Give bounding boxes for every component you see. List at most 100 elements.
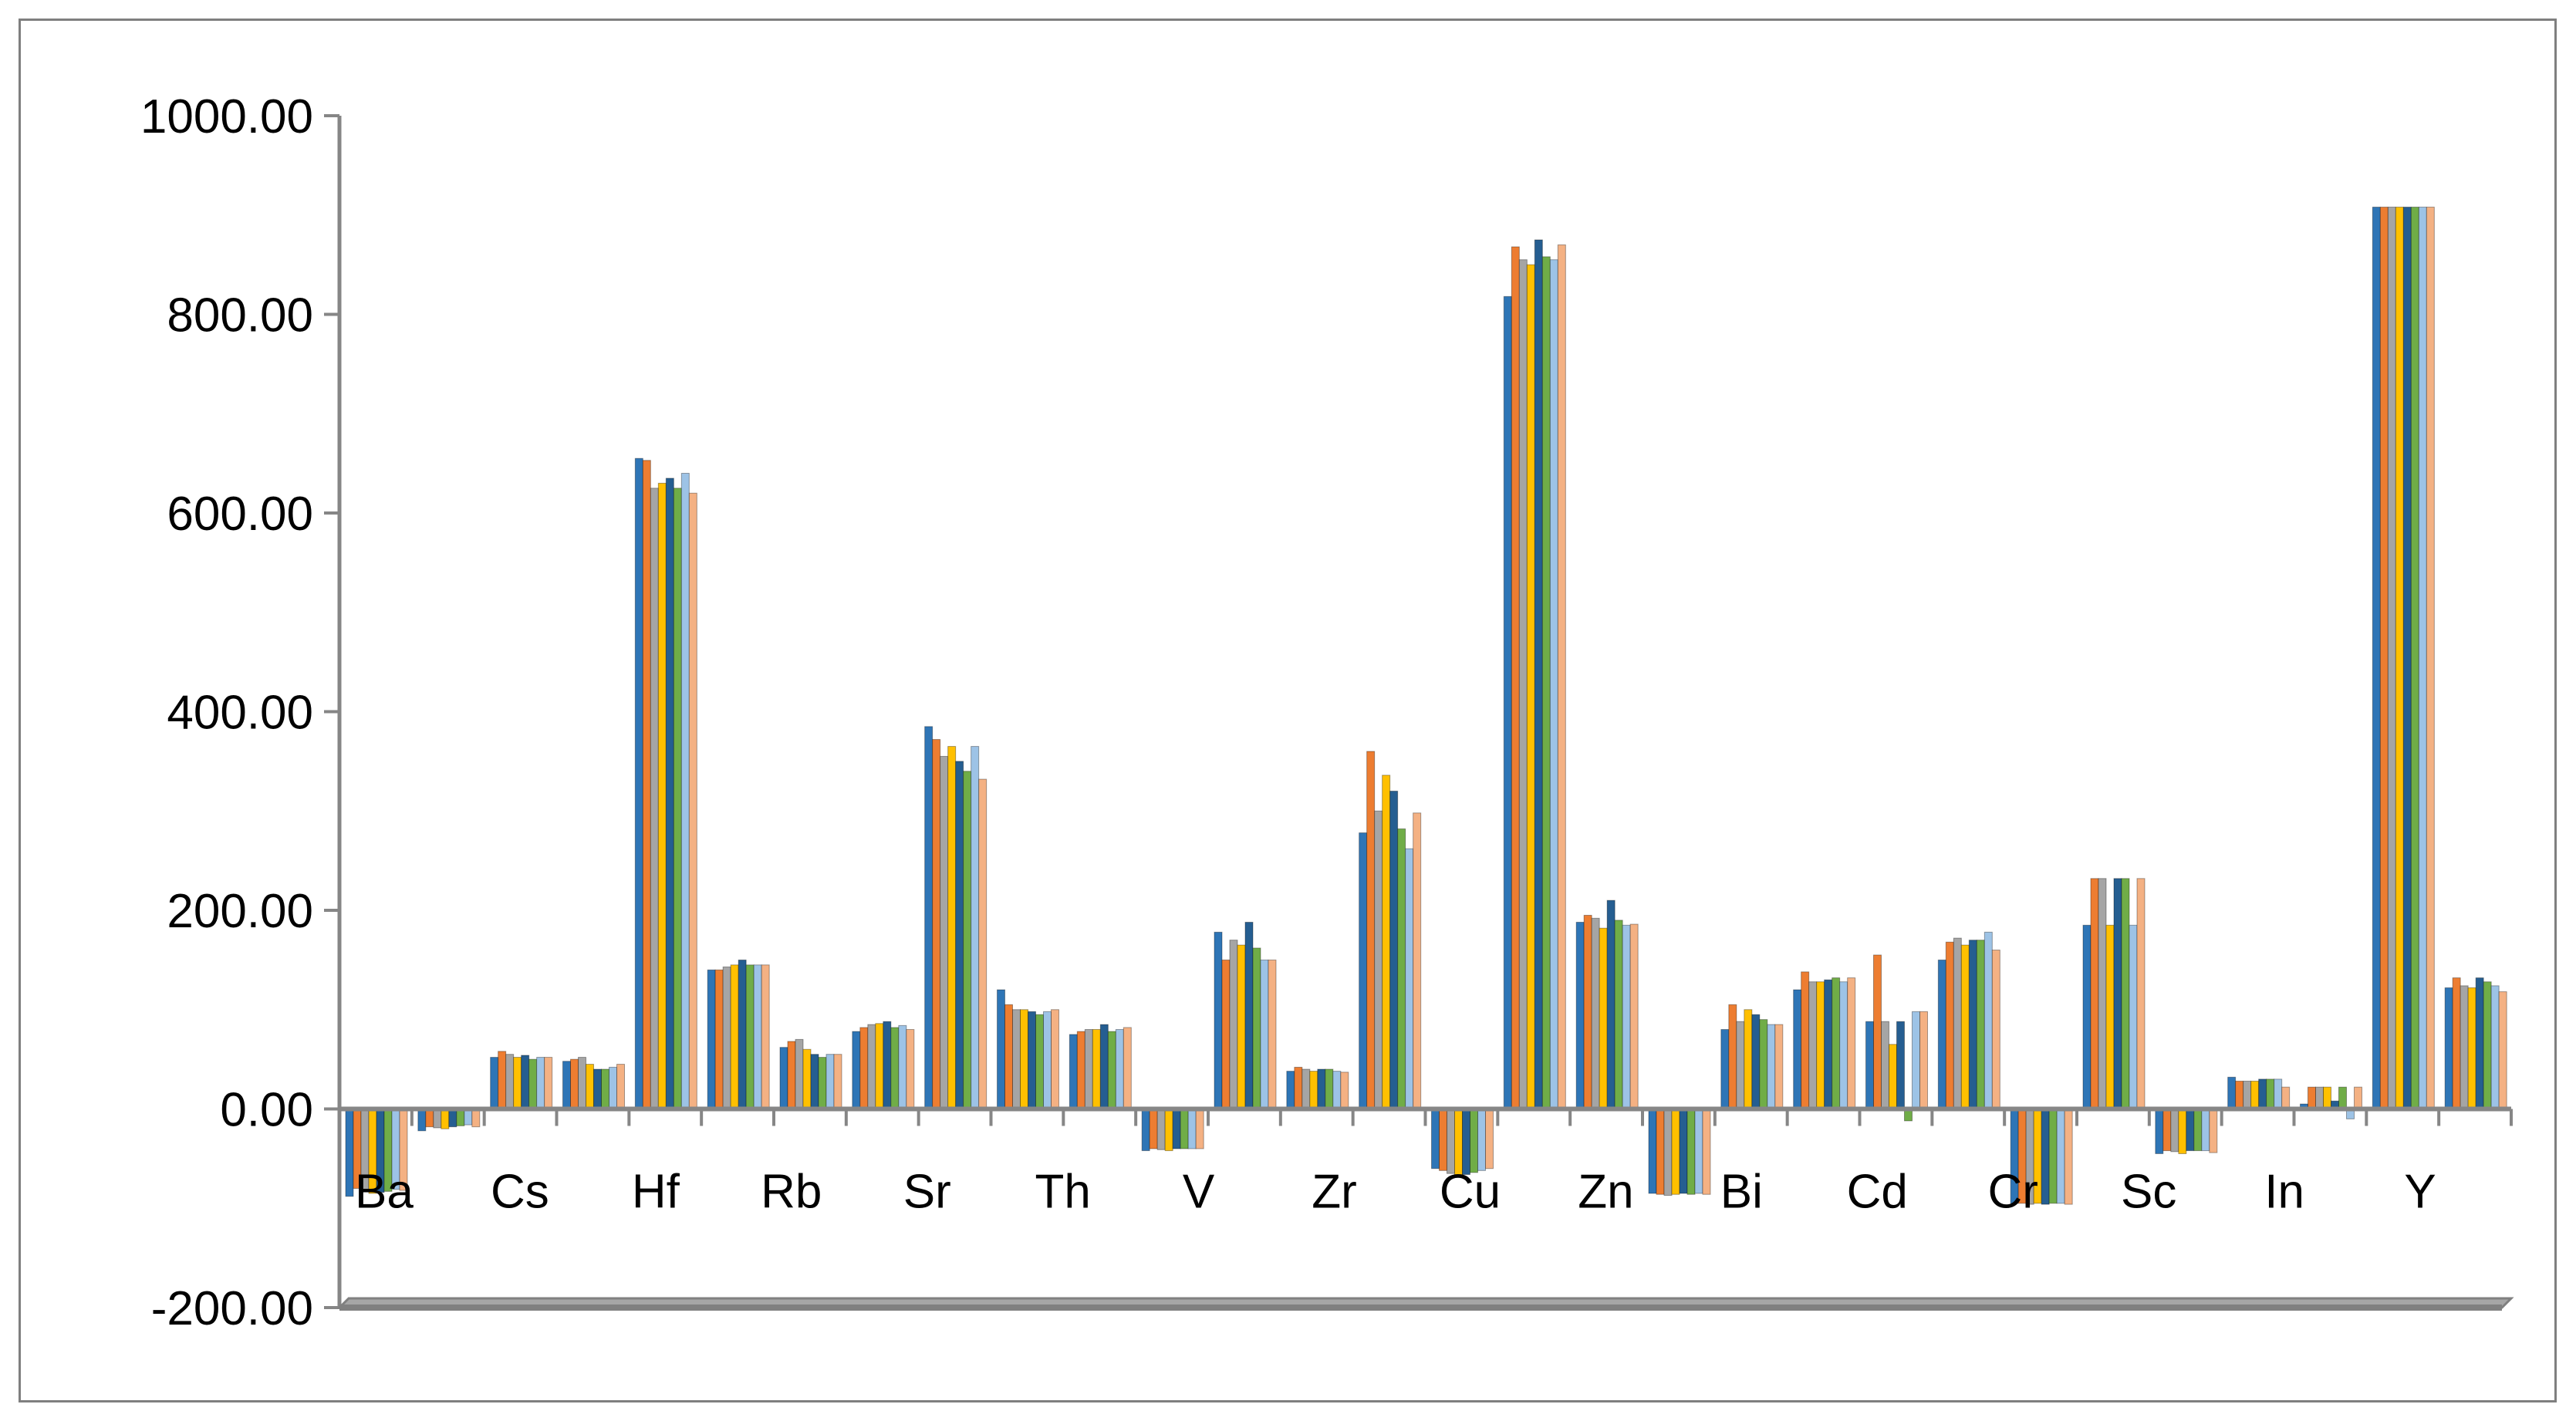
- x-category-label: Cr: [1988, 1166, 2038, 1219]
- bar: [2258, 1078, 2267, 1109]
- bar: [1720, 1029, 1730, 1109]
- bar: [875, 1023, 884, 1110]
- bar: [433, 1109, 442, 1129]
- bar: [2201, 1109, 2210, 1152]
- bar: [2444, 987, 2453, 1110]
- bar: [1751, 1014, 1761, 1109]
- bar: [1991, 950, 2000, 1109]
- bar: [2041, 1109, 2050, 1205]
- bar: [2136, 878, 2146, 1110]
- bar: [932, 739, 941, 1109]
- bar: [665, 478, 674, 1109]
- bar-group: [562, 1057, 625, 1110]
- axes-layer: [324, 114, 2514, 1311]
- bar: [963, 771, 972, 1109]
- bar: [2227, 1076, 2237, 1110]
- bar: [578, 1057, 586, 1110]
- bar: [513, 1057, 522, 1110]
- x-category-label: Th: [1035, 1166, 1090, 1219]
- x-category-label: Cu: [1440, 1166, 1501, 1219]
- bar: [1648, 1109, 1657, 1194]
- bar: [714, 969, 724, 1109]
- bar: [1801, 971, 1810, 1109]
- bar: [1583, 914, 1592, 1109]
- y-tick-label: 1000.00: [140, 90, 313, 143]
- bar-group: [1937, 931, 2000, 1110]
- bar: [1172, 1109, 1181, 1149]
- bar: [1397, 828, 1406, 1110]
- bar: [1663, 1109, 1673, 1197]
- bar: [1477, 1109, 1486, 1171]
- bar: [1035, 1014, 1044, 1109]
- bar: [2323, 1086, 2331, 1110]
- bar: [1115, 1029, 1124, 1109]
- bar: [825, 1054, 835, 1109]
- bar: [657, 482, 667, 1109]
- bar: [490, 1057, 499, 1110]
- bar: [867, 1024, 876, 1109]
- y-tick-label: 400.00: [167, 687, 313, 740]
- bar-group: [490, 1051, 553, 1110]
- bar: [1960, 944, 1970, 1109]
- bar: [1824, 979, 1833, 1109]
- bar: [2410, 206, 2419, 1110]
- bar: [1953, 937, 1962, 1110]
- bar: [1503, 295, 1512, 1110]
- bar: [471, 1109, 481, 1128]
- bar: [1541, 256, 1551, 1110]
- bar: [2082, 924, 2092, 1109]
- bar-group: [1503, 239, 1566, 1110]
- bar: [650, 488, 659, 1109]
- bar: [1294, 1066, 1303, 1110]
- bar: [1431, 1109, 1440, 1170]
- bar: [1260, 959, 1269, 1109]
- bar: [1728, 1004, 1737, 1109]
- bar: [1606, 900, 1615, 1109]
- bar: [787, 1041, 796, 1109]
- labels-layer: -200.00 0.00 200.00 400.00 600.00 800.00 1000.…: [140, 90, 2436, 1335]
- bar: [2452, 977, 2461, 1110]
- bar: [1534, 239, 1543, 1109]
- bar: [1816, 981, 1825, 1109]
- bar-group: [2300, 1086, 2362, 1119]
- bar: [2387, 206, 2396, 1110]
- bar: [1439, 1109, 1447, 1171]
- bar: [441, 1109, 450, 1129]
- bar: [2162, 1109, 2172, 1152]
- bar: [2209, 1109, 2218, 1153]
- bar: [498, 1051, 507, 1109]
- bar: [593, 1068, 602, 1109]
- bar: [1099, 1024, 1109, 1109]
- bar: [802, 1048, 812, 1109]
- bar: [417, 1109, 427, 1132]
- bar: [1847, 977, 1856, 1110]
- bar: [1195, 1109, 1204, 1149]
- bar: [833, 1054, 842, 1109]
- bar: [1702, 1109, 1711, 1195]
- x-category-label: Zr: [1312, 1166, 1357, 1219]
- bar-group: [1865, 954, 1928, 1122]
- bar: [1976, 940, 1985, 1109]
- chart-frame: [19, 19, 2557, 1402]
- bar: [1679, 1109, 1688, 1194]
- bar: [536, 1057, 545, 1110]
- bar: [2402, 206, 2412, 1110]
- bar: [2308, 1086, 2316, 1110]
- bar-group: [2372, 206, 2435, 1110]
- bar: [1526, 264, 1535, 1109]
- bar: [1149, 1109, 1158, 1149]
- bar: [2274, 1078, 2283, 1109]
- bar: [2235, 1080, 2244, 1109]
- bar: [1614, 920, 1623, 1109]
- bar: [1744, 1009, 1753, 1109]
- bar: [1599, 927, 1608, 1110]
- bar: [1076, 1031, 1085, 1109]
- bar: [738, 959, 747, 1109]
- bar: [1511, 246, 1520, 1110]
- bars-layer: [345, 206, 2507, 1205]
- bar: [1793, 989, 1802, 1109]
- bar: [642, 460, 651, 1109]
- bar: [1937, 959, 1946, 1109]
- y-tick-label: 0.00: [220, 1084, 313, 1137]
